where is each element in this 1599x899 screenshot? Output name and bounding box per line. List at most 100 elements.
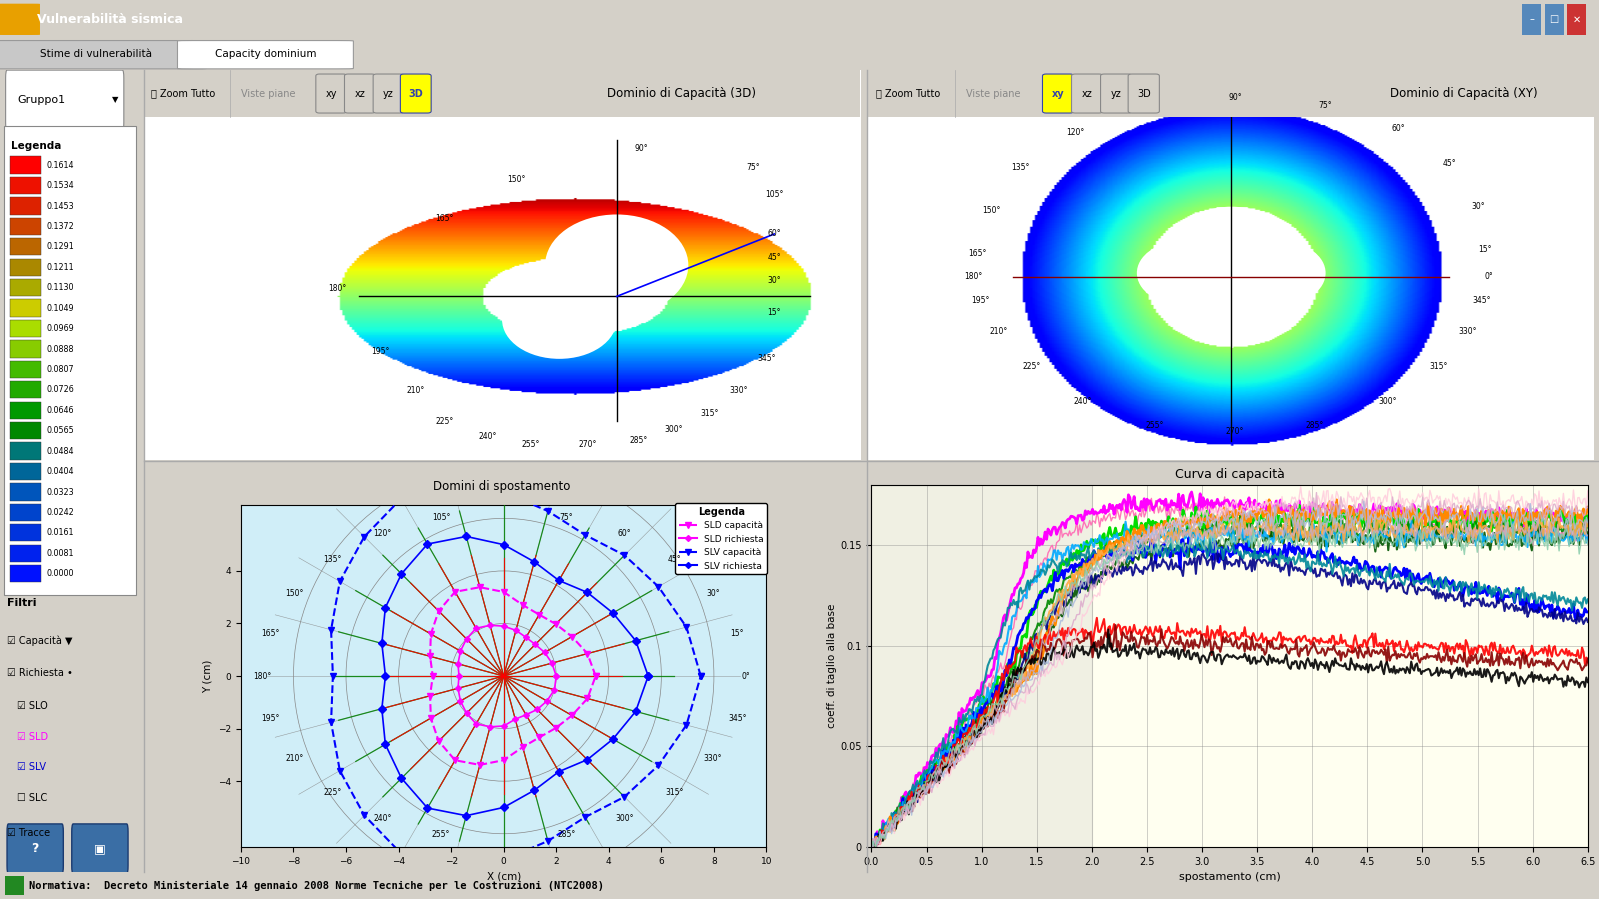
Text: 300°: 300° (1378, 397, 1396, 406)
Bar (10, 381, 42, 398)
Text: 60°: 60° (768, 229, 782, 238)
Text: xz: xz (355, 88, 365, 99)
Text: 0.1372: 0.1372 (46, 222, 74, 231)
Text: Gruppo1: Gruppo1 (18, 94, 66, 105)
Text: ☑ SLD: ☑ SLD (18, 732, 48, 742)
Bar (1545, 4, 1564, 35)
Text: 0°: 0° (740, 672, 750, 681)
Text: 0.0807: 0.0807 (46, 365, 74, 374)
Text: 255°: 255° (432, 831, 451, 840)
Text: 30°: 30° (1471, 202, 1485, 211)
Text: 210°: 210° (990, 327, 1007, 336)
Text: xy: xy (1052, 88, 1065, 99)
Y-axis label: Y (cm): Y (cm) (203, 659, 213, 693)
Text: 45°: 45° (668, 556, 681, 565)
Text: 🔍 Zoom Tutto: 🔍 Zoom Tutto (150, 88, 216, 99)
Text: 0.0242: 0.0242 (46, 508, 74, 517)
Text: 135°: 135° (323, 556, 342, 565)
Ellipse shape (545, 215, 688, 316)
Text: ☑ Tracce: ☑ Tracce (6, 828, 50, 838)
FancyBboxPatch shape (72, 823, 128, 874)
Bar (10, 156, 42, 174)
Text: 270°: 270° (1226, 426, 1244, 435)
Text: xy: xy (326, 88, 337, 99)
FancyBboxPatch shape (5, 126, 136, 595)
Ellipse shape (502, 280, 617, 359)
Bar (10, 299, 42, 316)
Text: 0.1614: 0.1614 (46, 161, 74, 170)
Text: 330°: 330° (704, 753, 723, 762)
Text: 90°: 90° (1228, 93, 1242, 102)
Text: Normativa:  Decreto Ministeriale 14 gennaio 2008 Norme Tecniche per le Costruzio: Normativa: Decreto Ministeriale 14 genna… (29, 880, 604, 891)
Bar (10, 279, 42, 297)
Title: Curva di capacità: Curva di capacità (1175, 467, 1284, 481)
X-axis label: X (cm): X (cm) (486, 871, 521, 881)
Text: 0.0404: 0.0404 (46, 467, 74, 476)
Text: 0.0565: 0.0565 (46, 426, 74, 435)
Legend: SLD capacità, SLD richiesta, SLV capacità, SLV richiesta: SLD capacità, SLD richiesta, SLV capacit… (675, 503, 768, 574)
Text: 90°: 90° (635, 144, 649, 153)
Text: 240°: 240° (374, 814, 392, 823)
FancyBboxPatch shape (0, 40, 206, 69)
Text: yz: yz (384, 88, 393, 99)
FancyBboxPatch shape (177, 40, 353, 69)
Text: –: – (1529, 14, 1535, 24)
Text: 345°: 345° (758, 354, 777, 363)
Text: 0.0161: 0.0161 (46, 529, 74, 538)
Text: 105°: 105° (764, 191, 784, 200)
FancyBboxPatch shape (1129, 74, 1159, 113)
Bar (10, 177, 42, 194)
Text: 270°: 270° (579, 441, 598, 450)
Text: 15°: 15° (731, 629, 744, 638)
Bar (10, 259, 42, 276)
Text: 285°: 285° (628, 436, 648, 445)
Text: 3D: 3D (408, 88, 424, 99)
Bar (871, 485, 1092, 847)
Text: 195°: 195° (972, 296, 990, 305)
Text: 15°: 15° (768, 307, 780, 316)
Text: 0.1291: 0.1291 (46, 243, 74, 252)
Text: 105°: 105° (432, 512, 451, 521)
Text: 315°: 315° (665, 788, 684, 797)
Text: 255°: 255° (521, 441, 540, 450)
Text: 30°: 30° (707, 590, 720, 599)
Bar (10, 442, 42, 459)
Text: Domini di spostamento: Domini di spostamento (433, 480, 571, 493)
Text: 75°: 75° (1319, 101, 1332, 110)
Bar (10, 197, 42, 215)
Text: 75°: 75° (747, 163, 760, 173)
Text: ✕: ✕ (1572, 14, 1581, 24)
Bar (10, 503, 42, 521)
Text: 75°: 75° (560, 512, 572, 521)
Text: 165°: 165° (261, 629, 280, 638)
Text: 180°: 180° (964, 272, 983, 281)
Text: 165°: 165° (967, 249, 987, 258)
Bar (10, 320, 42, 337)
Text: 330°: 330° (1458, 327, 1476, 336)
Text: 0.0969: 0.0969 (46, 324, 74, 334)
Text: Viste piane: Viste piane (966, 88, 1020, 99)
Text: 135°: 135° (1012, 163, 1030, 173)
Text: 225°: 225° (1022, 362, 1041, 371)
Text: 285°: 285° (1306, 421, 1324, 430)
Text: 195°: 195° (261, 714, 280, 723)
Bar (10, 360, 42, 378)
Text: 0°: 0° (1484, 272, 1493, 281)
Text: 0.0726: 0.0726 (46, 386, 74, 395)
Text: 315°: 315° (1430, 362, 1447, 371)
FancyBboxPatch shape (1100, 74, 1132, 113)
Bar (10, 340, 42, 358)
Text: □: □ (1549, 14, 1559, 24)
Bar (1522, 4, 1541, 35)
Text: 105°: 105° (1135, 101, 1153, 110)
Text: 330°: 330° (729, 386, 748, 395)
Text: 60°: 60° (617, 530, 632, 539)
FancyBboxPatch shape (400, 74, 432, 113)
Text: 0.1453: 0.1453 (46, 201, 74, 210)
Text: 225°: 225° (323, 788, 342, 797)
Bar (10, 524, 42, 541)
Text: 300°: 300° (616, 814, 633, 823)
FancyBboxPatch shape (373, 74, 405, 113)
Text: 120°: 120° (374, 530, 392, 539)
Bar (10, 484, 42, 501)
